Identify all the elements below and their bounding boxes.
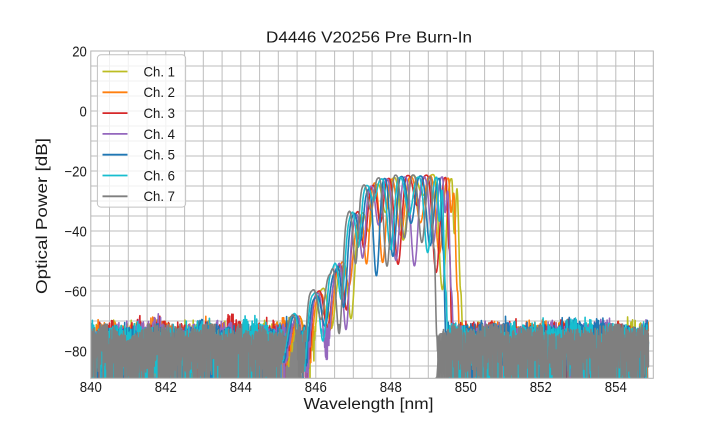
svg-text:Ch. 1: Ch. 1 <box>144 63 176 79</box>
svg-text:Ch. 7: Ch. 7 <box>144 188 176 204</box>
svg-text:Ch. 2: Ch. 2 <box>144 84 176 100</box>
svg-text:20: 20 <box>72 45 87 61</box>
svg-text:848: 848 <box>380 380 402 396</box>
svg-text:Ch. 5: Ch. 5 <box>144 147 176 163</box>
svg-text:−20: −20 <box>65 165 87 181</box>
svg-text:846: 846 <box>305 380 327 396</box>
svg-text:850: 850 <box>455 380 477 396</box>
svg-text:852: 852 <box>530 380 552 396</box>
svg-text:842: 842 <box>155 380 177 396</box>
svg-text:854: 854 <box>605 380 627 396</box>
svg-text:D4446 V20256 Pre Burn-In: D4446 V20256 Pre Burn-In <box>266 30 472 47</box>
svg-text:Wavelength [nm]: Wavelength [nm] <box>304 396 434 413</box>
svg-text:Ch. 3: Ch. 3 <box>144 105 176 121</box>
svg-text:Ch. 6: Ch. 6 <box>144 167 176 183</box>
svg-text:844: 844 <box>230 380 252 396</box>
svg-text:Ch. 4: Ch. 4 <box>144 126 176 142</box>
svg-text:840: 840 <box>80 380 102 396</box>
svg-text:−60: −60 <box>65 285 87 301</box>
svg-text:Optical Power [dB]: Optical Power [dB] <box>34 138 51 294</box>
svg-text:0: 0 <box>80 105 87 121</box>
svg-text:−80: −80 <box>65 345 87 361</box>
svg-text:−40: −40 <box>65 225 87 241</box>
